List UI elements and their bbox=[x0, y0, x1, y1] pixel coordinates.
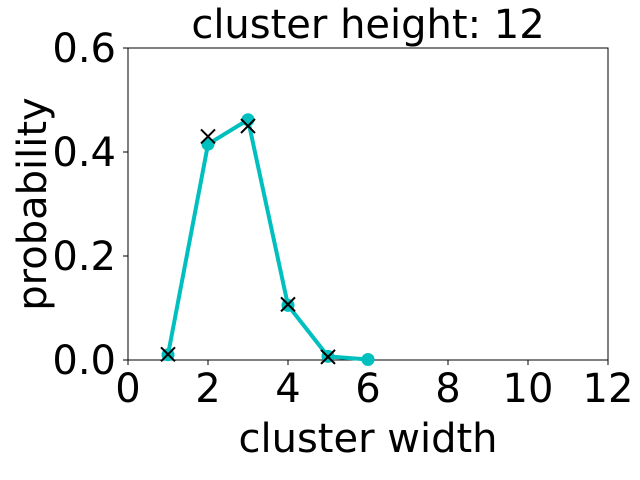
data-point-x bbox=[280, 296, 296, 313]
x-tick-label: 4 bbox=[275, 366, 300, 412]
data-point-x bbox=[160, 346, 176, 362]
y-tick-label: 0.6 bbox=[52, 26, 116, 72]
y-axis-label: probability bbox=[10, 97, 56, 310]
x-tick-label: 10 bbox=[503, 366, 554, 412]
x-axis-label: cluster width bbox=[238, 416, 497, 462]
y-tick-label: 0.0 bbox=[52, 338, 116, 384]
series-line bbox=[166, 117, 369, 362]
x-tick-label: 2 bbox=[195, 366, 220, 412]
series-2 bbox=[160, 118, 336, 365]
data-point-x bbox=[320, 349, 336, 365]
series-1 bbox=[161, 113, 375, 366]
x-tick-label: 12 bbox=[583, 366, 634, 412]
x-axis: 0 2 4 6 8 10 12 bbox=[115, 360, 633, 412]
data-point-x bbox=[240, 118, 256, 134]
series-layer bbox=[160, 113, 375, 366]
data-point bbox=[241, 113, 255, 127]
x-tick-label: 6 bbox=[355, 366, 380, 412]
x-tick-label: 0 bbox=[115, 366, 140, 412]
data-point bbox=[361, 352, 375, 366]
x-tick-label: 8 bbox=[435, 366, 460, 412]
y-axis: 0.0 0.2 0.4 0.6 bbox=[52, 26, 128, 384]
data-point-x bbox=[200, 128, 216, 145]
y-tick-label: 0.2 bbox=[52, 234, 116, 280]
chart-title: cluster height: 12 bbox=[191, 2, 544, 48]
plot-frame bbox=[127, 47, 609, 361]
y-tick-label: 0.4 bbox=[52, 130, 116, 176]
